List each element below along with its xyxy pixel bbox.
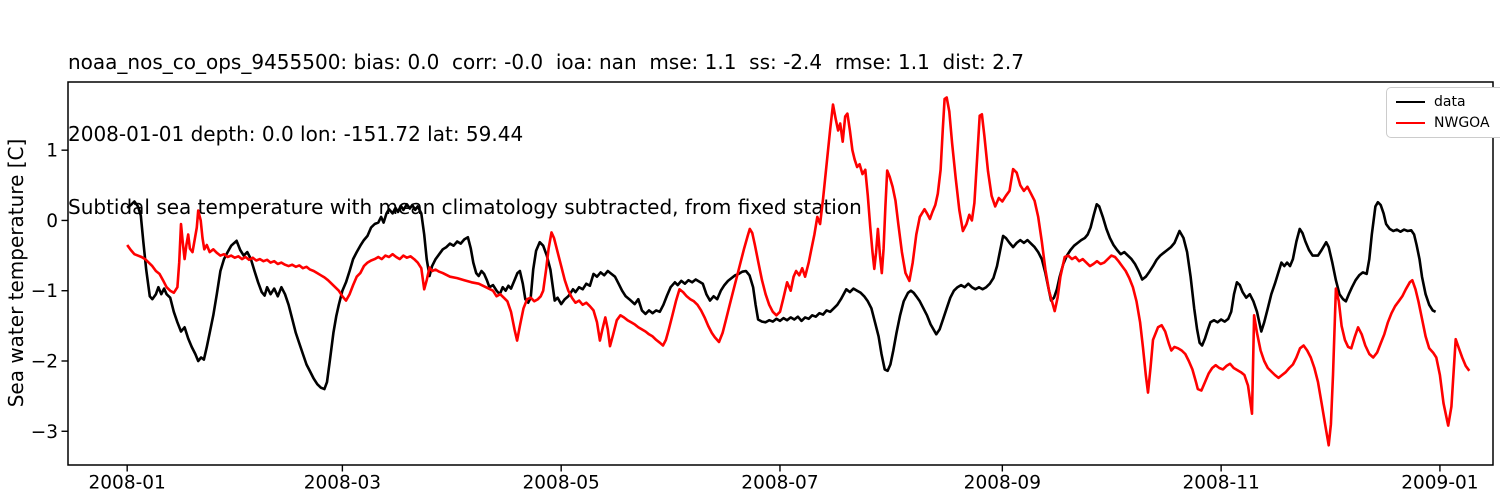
legend-line-sample-nwgoa [1396,121,1425,125]
y-axis-tick-label: 0 [46,211,58,232]
series-line-NWGOA [126,96,1471,447]
legend-label-nwgoa: NWGOA [1434,115,1490,131]
series-line-data [126,200,1437,391]
legend: data NWGOA [1386,87,1500,138]
x-axis-tick-label: 2008-11 [1182,473,1259,494]
y-axis-tick-label: −2 [31,351,58,372]
x-axis-tick-label: 2008-05 [523,473,600,494]
title-line-description: Subtidal sea temperature with mean clima… [68,195,862,220]
legend-item-nwgoa: NWGOA [1396,116,1498,130]
legend-item-data: data [1396,95,1498,109]
y-axis-tick-label: −1 [31,281,58,302]
x-axis-tick-label: 2008-03 [304,473,381,494]
x-axis-tick-label: 2008-01 [89,473,166,494]
title-line-metrics: noaa_nos_co_ops_9455500: bias: 0.0 corr:… [68,49,1024,74]
x-axis-tick-label: 2008-09 [964,473,1041,494]
legend-line-sample-data [1396,100,1425,104]
x-axis-tick-label: 2009-01 [1401,473,1478,494]
title-block: noaa_nos_co_ops_9455500: bias: 0.0 corr:… [68,1,1024,268]
y-axis-tick-label: −3 [31,422,58,443]
y-axis-tick-label: 1 [46,141,58,162]
title-line-station-meta: 2008-01-01 depth: 0.0 lon: -151.72 lat: … [68,122,524,147]
legend-label-data: data [1434,94,1466,110]
x-axis-tick-label: 2008-07 [741,473,818,494]
